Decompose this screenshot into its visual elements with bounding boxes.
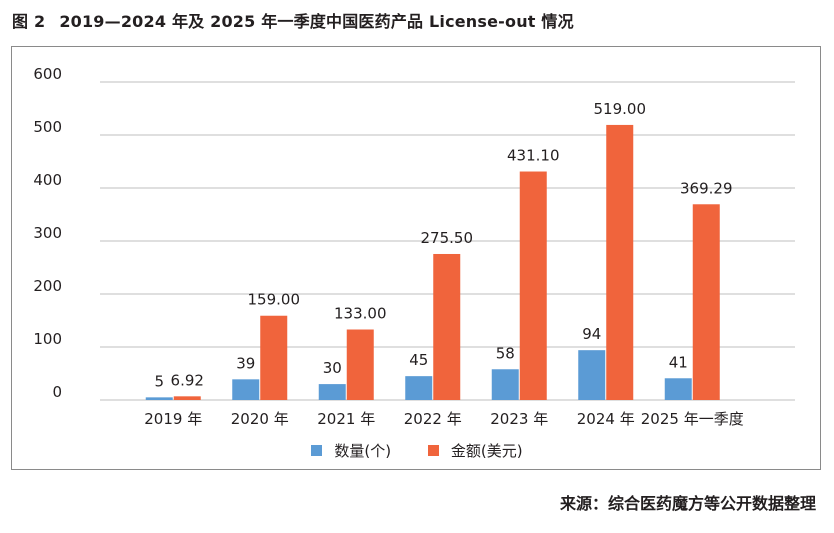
y-tick-label: 100 [33,330,62,348]
data-labels: 5 6.92 39 159.00 30 133.00 45 275.50 58 431.10 94 5… [154,100,732,390]
chart-frame [11,46,821,470]
x-tick-label: 2019 年 [144,410,202,428]
bar-amount [260,315,288,400]
bar-count [491,369,519,400]
data-label-amount: 519.00 [594,100,647,118]
bar-amount [692,204,720,400]
x-tick-label: 2025 年一季度 [641,410,744,428]
legend-item-count: 数量(个) [311,440,391,461]
data-label-amount: 6.92 [171,371,204,389]
data-label-count: 94 [582,325,601,343]
y-tick-label: 0 [52,383,62,401]
y-axis-ticks: 0 100 200 300 400 500 600 [33,65,62,401]
legend-label-amount: 金额(美元) [450,442,523,460]
y-tick-label: 500 [33,118,62,136]
data-label-amount: 431.10 [507,147,560,165]
bar-count [145,397,173,400]
bar-amount [519,171,547,400]
data-label-amount: 369.29 [680,179,733,197]
data-label-amount: 275.50 [421,229,474,247]
legend: 数量(个) 金额(美元) [0,440,834,461]
data-label-count: 58 [496,344,515,362]
y-tick-label: 200 [33,277,62,295]
bar-amount [433,253,461,400]
data-label-count: 41 [669,353,688,371]
bar-amount [606,124,634,401]
bar-count [578,350,606,400]
x-axis-ticks: 2019 年 2020 年 2021 年 2022 年 2023 年 2024 年 2025… [144,410,743,428]
x-tick-label: 2021 年 [317,410,375,428]
legend-label-count: 数量(个) [334,442,392,460]
data-label-count: 30 [323,359,342,377]
bars [145,124,720,401]
figure-title: 图 2 2019—2024 年及 2025 年一季度中国医药产品 License-… [12,8,574,32]
bar-count [405,376,433,400]
figure-number: 图 2 [12,12,46,31]
legend-item-amount: 金额(美元) [427,440,523,461]
data-label-count: 39 [236,354,255,372]
source-note: 来源：综合医药魔方等公开数据整理 [559,494,816,513]
x-tick-label: 2022 年 [404,410,462,428]
legend-swatch-amount [427,445,439,456]
data-label-count: 45 [409,351,428,369]
x-tick-label: 2023 年 [490,410,548,428]
data-label-amount: 133.00 [334,305,387,323]
bar-count [232,379,260,400]
y-tick-label: 600 [33,65,62,83]
legend-swatch-count [311,445,323,456]
data-label-count: 5 [154,372,164,390]
x-tick-label: 2020 年 [231,410,289,428]
y-tick-label: 300 [33,224,62,242]
y-tick-label: 400 [33,171,62,189]
data-label-amount: 159.00 [248,291,301,309]
figure-title-text: 2019—2024 年及 2025 年一季度中国医药产品 License-out… [59,12,574,31]
bar-amount [173,396,201,400]
bar-amount [346,329,374,400]
x-tick-label: 2024 年 [577,410,635,428]
bar-count [318,384,346,400]
bar-count [664,378,692,400]
